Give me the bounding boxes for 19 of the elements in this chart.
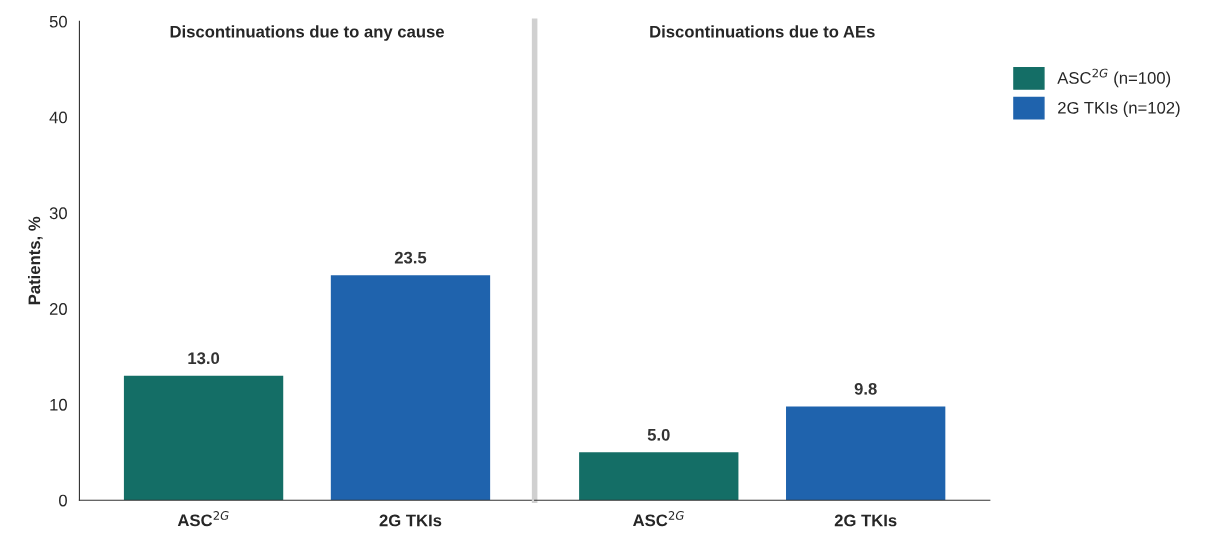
y-tick-label: 50: [49, 15, 67, 28]
x-tick-label: 2G TKIs: [379, 514, 442, 527]
x-tick-label: ASC$^{2G}$: [177, 511, 229, 527]
legend-label: 2G TKIs (n=102): [1058, 101, 1180, 118]
y-axis-title: Patients, %: [28, 216, 43, 305]
x-tick-label: 2G TKIs: [834, 514, 897, 527]
y-tick-label: 40: [49, 111, 67, 124]
legend-label: ASC$^{2G}$ (n=100): [1057, 68, 1171, 88]
y-tick-label: 0: [59, 494, 67, 507]
chart-title: Discontinuations due to AEs: [650, 25, 875, 38]
y-tick-label: 10: [50, 398, 67, 411]
y-tick-label: 30: [49, 207, 67, 220]
chart-title: Discontinuations due to any cause: [170, 25, 444, 41]
data-label: 23.5: [394, 251, 427, 264]
data-label: 13.0: [188, 352, 220, 365]
data-label: 5.0: [647, 428, 670, 441]
y-tick-label: 20: [49, 303, 67, 315]
x-tick-label: ASC$^{2G}$: [633, 511, 684, 527]
data-label: 9.8: [854, 382, 877, 395]
